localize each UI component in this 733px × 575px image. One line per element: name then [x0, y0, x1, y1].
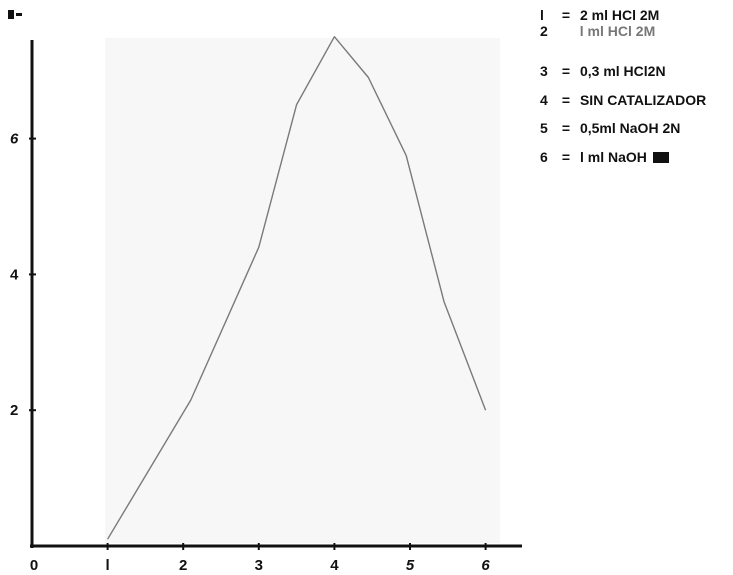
legend-item-6-number: 6 [540, 149, 548, 165]
x-tick-label-5: 4 [330, 557, 339, 574]
legend-item-1-label: 2 ml HCl 2M [579, 7, 660, 23]
x-tick-label-2: l [106, 557, 110, 574]
x-axis-ticks: 0 l 2 3 4 5 6 [30, 543, 490, 574]
x-tick-label-1: 0 [30, 557, 38, 574]
legend-item-4-label: SIN CATALIZADOR [579, 92, 707, 108]
legend-item-3-label: 0,3 ml HCl2N [579, 63, 666, 79]
legend-item-4-separator: = [561, 92, 571, 108]
legend-item-6: 6 = l ml NaOH [540, 148, 669, 166]
x-tick-label-4: 3 [255, 557, 263, 574]
series-line-1 [106, 36, 487, 540]
legend-item-1-number: l [540, 7, 544, 23]
x-tick-label-3: 2 [179, 557, 187, 574]
legend-item-5-label: 0,5ml NaOH 2N [579, 120, 681, 136]
top-axis-marker [8, 10, 14, 19]
legend-item-4-number: 4 [540, 92, 548, 108]
y-tick-label-1: 2 [10, 402, 18, 419]
legend-item-6-separator: = [561, 149, 571, 165]
legend-item-5-number: 5 [540, 120, 548, 136]
legend-item-5: 5 = 0,5ml NaOH 2N [540, 119, 680, 137]
legend-item-2-label: l ml HCl 2M [579, 23, 656, 39]
legend-item-2-number: 2 [540, 23, 548, 39]
legend-item-3: 3 = 0,3 ml HCl2N [540, 62, 666, 80]
legend-item-3-number: 3 [540, 63, 548, 79]
x-tick-label-7: 6 [481, 557, 490, 574]
ink-blot-mark [652, 152, 669, 163]
top-axis-marker-dash [16, 13, 22, 16]
legend-item-1: l = 2 ml HCl 2M [540, 6, 659, 24]
legend-item-5-separator: = [561, 120, 571, 136]
legend-item-6-label: l ml NaOH [579, 149, 647, 165]
legend-item-3-separator: = [561, 63, 571, 79]
series-group [106, 36, 487, 540]
y-tick-label-3: 6 [10, 131, 19, 148]
legend-item-1-separator: = [561, 7, 571, 23]
legend-item-4: 4 = SIN CATALIZADOR [540, 91, 706, 109]
x-tick-label-6: 5 [406, 557, 415, 574]
plot-area [105, 38, 500, 543]
y-tick-label-2: 4 [10, 266, 19, 283]
y-axis-ticks: 2 4 6 [10, 131, 36, 419]
legend-item-2: 2 l ml HCl 2M [540, 22, 655, 40]
